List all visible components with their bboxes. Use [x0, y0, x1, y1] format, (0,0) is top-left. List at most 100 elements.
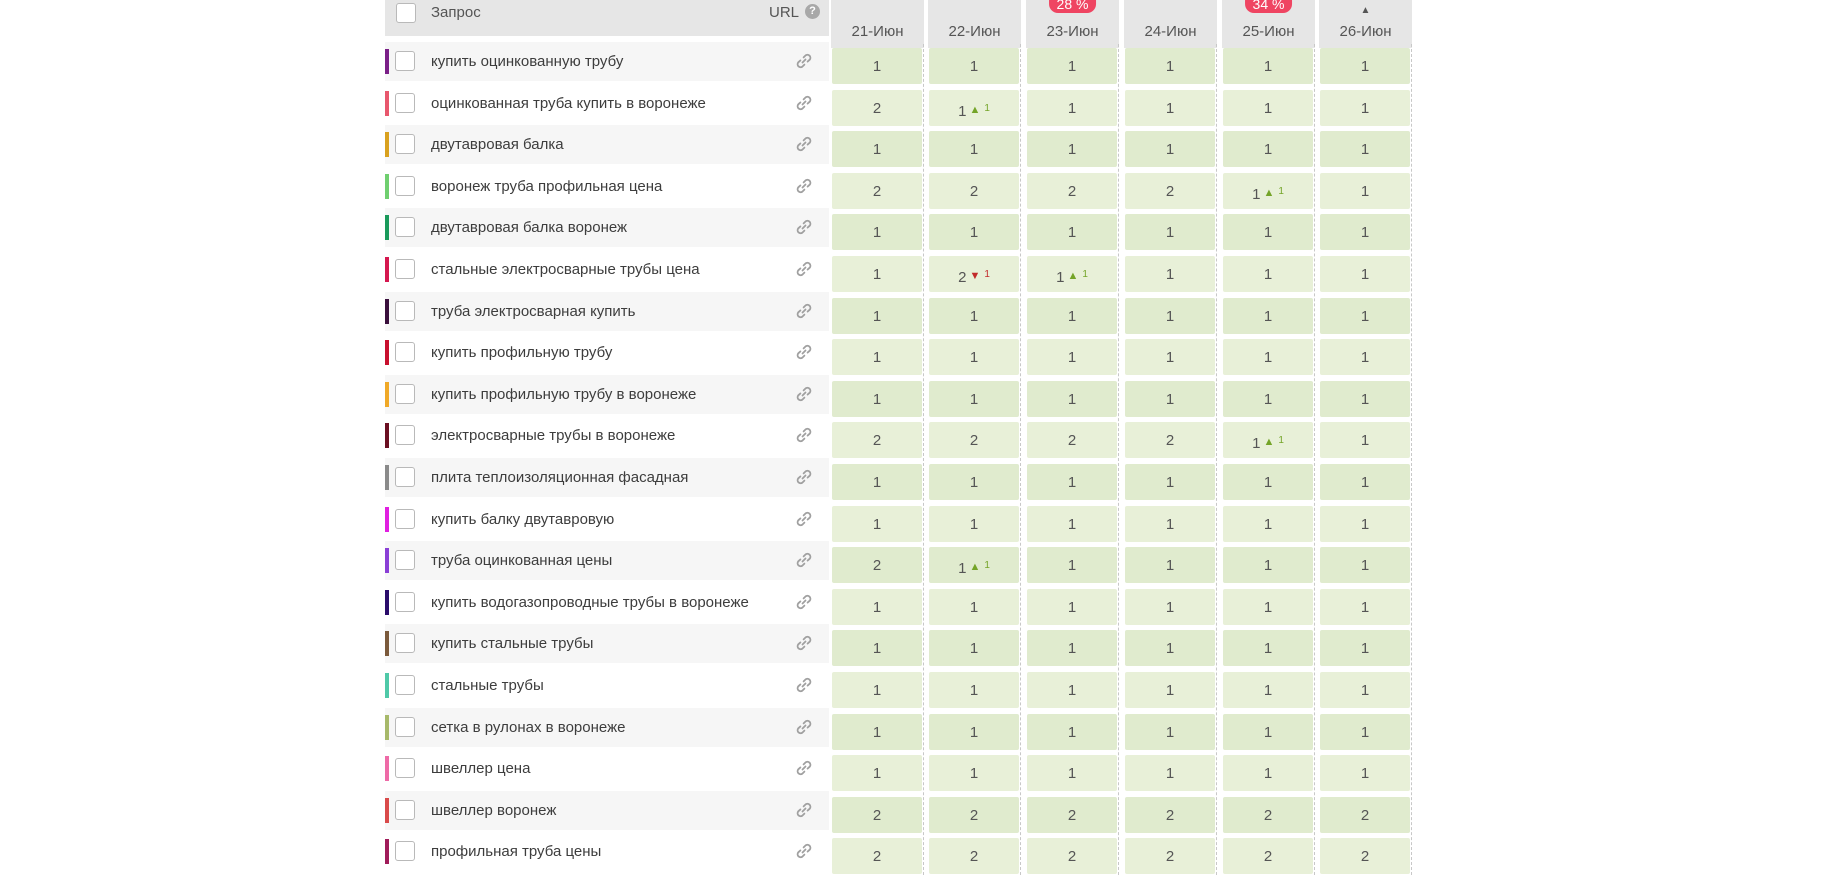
position-cell[interactable]: 1: [1223, 256, 1313, 292]
link-icon[interactable]: [794, 509, 814, 529]
position-cell[interactable]: 1: [832, 672, 922, 708]
position-cell[interactable]: 1: [1027, 89, 1117, 126]
position-cell[interactable]: 1: [1027, 672, 1117, 708]
position-cell[interactable]: 1: [929, 339, 1019, 376]
date-header[interactable]: 24-Июн: [1124, 0, 1217, 48]
position-cell[interactable]: 2: [1125, 838, 1215, 875]
position-cell[interactable]: 1: [929, 713, 1019, 750]
position-cell[interactable]: 1: [1125, 339, 1215, 376]
position-cell[interactable]: 1: [1223, 339, 1313, 376]
link-icon[interactable]: [794, 134, 814, 154]
position-cell[interactable]: 2: [929, 172, 1019, 209]
position-cell[interactable]: 1: [1320, 464, 1410, 500]
query-checkbox[interactable]: [395, 550, 415, 571]
position-cell[interactable]: 1: [929, 48, 1019, 84]
position-cell[interactable]: 1: [1027, 464, 1117, 500]
position-cell[interactable]: 1: [1027, 380, 1117, 417]
link-icon[interactable]: [794, 675, 814, 695]
query-checkbox[interactable]: [395, 467, 415, 487]
position-cell[interactable]: 2: [832, 422, 922, 459]
position-cell[interactable]: 1: [1223, 89, 1313, 126]
position-cell[interactable]: 1: [929, 214, 1019, 251]
date-header[interactable]: 26-Июн ▲: [1319, 0, 1412, 48]
position-cell[interactable]: 1: [1125, 755, 1215, 792]
query-checkbox[interactable]: [395, 383, 415, 404]
position-cell[interactable]: 1: [1125, 256, 1215, 292]
position-cell[interactable]: 2: [832, 838, 922, 875]
position-cell[interactable]: 1: [1027, 297, 1117, 334]
position-cell[interactable]: 1: [1125, 464, 1215, 500]
position-cell[interactable]: 1: [1125, 89, 1215, 126]
position-cell[interactable]: 1: [832, 755, 922, 792]
link-icon[interactable]: [794, 176, 814, 196]
position-cell[interactable]: 1: [1320, 297, 1410, 334]
position-cell[interactable]: 1: [832, 339, 922, 376]
position-cell[interactable]: 1: [1320, 339, 1410, 376]
query-checkbox[interactable]: [395, 92, 415, 113]
query-checkbox[interactable]: [395, 758, 415, 779]
position-cell[interactable]: 1: [929, 588, 1019, 625]
position-cell[interactable]: 1 ▲ 1: [1027, 256, 1117, 292]
link-icon[interactable]: [794, 633, 814, 653]
link-icon[interactable]: [794, 342, 814, 362]
query-checkbox[interactable]: [395, 841, 415, 862]
position-cell[interactable]: 1: [1223, 380, 1313, 417]
position-cell[interactable]: 1: [1125, 380, 1215, 417]
position-cell[interactable]: 2: [1125, 422, 1215, 459]
position-cell[interactable]: 1: [832, 464, 922, 500]
position-cell[interactable]: 1: [1320, 713, 1410, 750]
position-cell[interactable]: 1: [1320, 380, 1410, 417]
query-checkbox[interactable]: [395, 175, 415, 196]
query-checkbox[interactable]: [395, 300, 415, 321]
position-cell[interactable]: 2: [1223, 838, 1313, 875]
position-cell[interactable]: 1: [1223, 672, 1313, 708]
position-cell[interactable]: 2: [832, 547, 922, 584]
help-icon[interactable]: ?: [805, 4, 820, 19]
position-cell[interactable]: 1: [1125, 214, 1215, 251]
select-all-checkbox[interactable]: [396, 3, 416, 23]
position-cell[interactable]: 1: [1223, 588, 1313, 625]
date-header[interactable]: 22-Июн: [928, 0, 1021, 48]
position-cell[interactable]: 1: [832, 214, 922, 251]
date-header[interactable]: 23-Июн 28 %: [1026, 0, 1119, 48]
position-cell[interactable]: 1: [1320, 672, 1410, 708]
position-cell[interactable]: 1: [1027, 505, 1117, 542]
query-checkbox[interactable]: [395, 716, 415, 737]
position-cell[interactable]: 1: [929, 755, 1019, 792]
position-cell[interactable]: 1 ▲ 1: [929, 89, 1019, 126]
link-icon[interactable]: [794, 717, 814, 737]
position-cell[interactable]: 1: [1027, 547, 1117, 584]
link-icon[interactable]: [794, 217, 814, 237]
sort-arrow-icon[interactable]: ▲: [1360, 5, 1371, 16]
link-icon[interactable]: [794, 425, 814, 445]
position-cell[interactable]: 2: [929, 838, 1019, 875]
query-checkbox[interactable]: [395, 425, 415, 446]
date-header[interactable]: 21-Июн: [831, 0, 924, 48]
position-cell[interactable]: 1: [1320, 588, 1410, 625]
position-cell[interactable]: 1 ▲ 1: [929, 547, 1019, 584]
link-icon[interactable]: [794, 51, 814, 71]
position-cell[interactable]: 1: [1320, 630, 1410, 667]
position-cell[interactable]: 1: [929, 297, 1019, 334]
position-cell[interactable]: 1: [1320, 547, 1410, 584]
position-cell[interactable]: 1: [1027, 713, 1117, 750]
position-cell[interactable]: 2: [1125, 172, 1215, 209]
position-cell[interactable]: 1: [832, 588, 922, 625]
position-cell[interactable]: 1: [1027, 214, 1117, 251]
position-cell[interactable]: 1: [1027, 48, 1117, 84]
position-cell[interactable]: 1: [1320, 131, 1410, 168]
position-cell[interactable]: 1: [1125, 672, 1215, 708]
position-cell[interactable]: 1: [1320, 48, 1410, 84]
link-icon[interactable]: [794, 301, 814, 321]
link-icon[interactable]: [794, 800, 814, 820]
query-checkbox[interactable]: [395, 342, 415, 363]
position-cell[interactable]: 2: [832, 89, 922, 126]
position-cell[interactable]: 1: [1125, 547, 1215, 584]
position-cell[interactable]: 2: [1027, 796, 1117, 833]
position-cell[interactable]: 1: [1223, 297, 1313, 334]
position-cell[interactable]: 1: [1125, 48, 1215, 84]
position-cell[interactable]: 1: [1320, 214, 1410, 251]
query-checkbox[interactable]: [395, 51, 415, 71]
position-cell[interactable]: 1: [1223, 713, 1313, 750]
query-checkbox[interactable]: [395, 217, 415, 238]
